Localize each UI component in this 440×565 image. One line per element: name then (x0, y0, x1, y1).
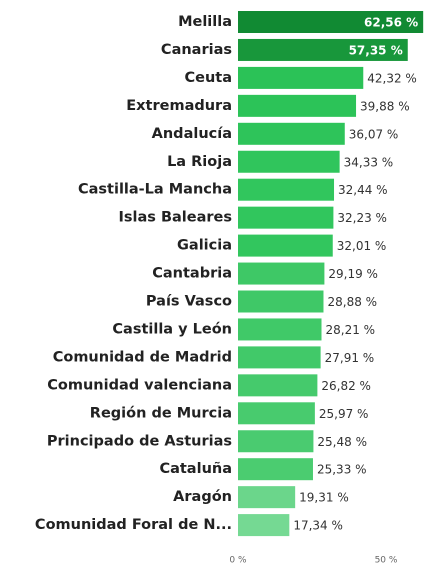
bar (238, 94, 357, 117)
bar (238, 374, 318, 397)
value-label: 29,19 % (328, 267, 378, 281)
bar (238, 122, 345, 145)
bar (238, 66, 364, 89)
category-label: Canarias (161, 42, 232, 58)
category-label: Melilla (178, 14, 232, 30)
bar (238, 486, 296, 509)
value-label: 36,07 % (349, 127, 399, 141)
value-label: 34,33 % (344, 155, 394, 169)
value-label: 39,88 % (360, 99, 410, 113)
category-label: Comunidad de Madrid (53, 349, 232, 365)
value-label: 25,48 % (317, 435, 367, 449)
value-label: 27,91 % (325, 351, 375, 365)
category-label: Ceuta (184, 70, 232, 86)
x-tick-label: 50 % (375, 556, 398, 565)
bar (238, 514, 290, 537)
category-label: Islas Baleares (118, 210, 232, 226)
value-label: 25,33 % (317, 463, 367, 477)
category-label: Cantabria (152, 266, 232, 282)
value-label: 19,31 % (299, 491, 349, 505)
value-label: 28,88 % (327, 295, 377, 309)
bar (238, 11, 424, 33)
category-label: La Rioja (167, 154, 232, 170)
category-label: Castilla y León (112, 321, 232, 337)
bar (238, 290, 324, 313)
value-label: 25,97 % (319, 407, 369, 421)
bar (238, 206, 334, 229)
bar (238, 458, 313, 481)
value-label: 32,01 % (337, 239, 387, 253)
value-label: 32,23 % (337, 211, 387, 225)
bar (238, 318, 322, 341)
x-tick-label: 0 % (229, 556, 247, 565)
value-label: 57,35 % (349, 43, 403, 57)
value-label: 28,21 % (326, 323, 376, 337)
value-label: 42,32 % (367, 71, 417, 85)
bar (238, 346, 321, 369)
value-label: 32,44 % (338, 183, 388, 197)
category-label: Andalucía (152, 126, 232, 142)
bar (238, 430, 314, 453)
bar (238, 178, 335, 201)
value-label: 17,34 % (293, 519, 343, 533)
bar (238, 262, 325, 285)
value-label: 62,56 % (364, 16, 418, 30)
category-label: Extremadura (126, 98, 232, 114)
bar (238, 150, 340, 173)
category-label: Comunidad Foral de N... (35, 517, 232, 533)
category-label: Galicia (177, 238, 232, 254)
bar (238, 234, 333, 257)
bar (238, 38, 408, 61)
category-label: Comunidad valenciana (47, 377, 232, 393)
category-label: Castilla-La Mancha (78, 182, 232, 198)
category-label: Región de Murcia (90, 405, 232, 421)
category-label: Aragón (173, 489, 232, 505)
category-label: Principado de Asturias (47, 433, 232, 449)
value-label: 26,82 % (321, 379, 371, 393)
bar (238, 402, 315, 425)
category-label: País Vasco (146, 294, 232, 310)
category-label: Cataluña (159, 461, 232, 477)
